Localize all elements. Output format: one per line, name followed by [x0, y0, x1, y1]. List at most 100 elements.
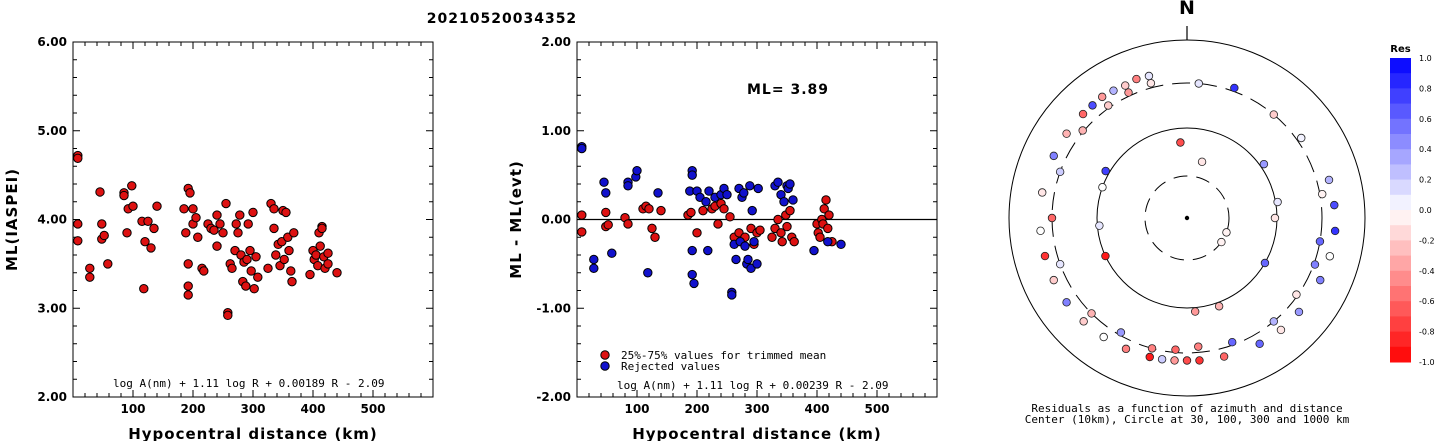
- data-point: [777, 236, 787, 247]
- data-point: [577, 210, 587, 220]
- colorbar-swatch: [1390, 179, 1411, 196]
- data-point: [589, 263, 599, 274]
- data-point: [623, 181, 633, 191]
- data-point: [289, 228, 299, 238]
- residual-colorbar: Res 1.0 0.8 0.6 0.4 0.2 0.0 -0.2 -0.4 -0.6 -0.8 -1.…: [1390, 44, 1435, 367]
- station-residual: [1062, 298, 1071, 307]
- station-residual: [1255, 339, 1264, 349]
- colorbar-swatch: [1390, 194, 1411, 211]
- legend-label: Rejected values: [621, 360, 720, 373]
- data-point: [577, 227, 587, 237]
- x-tick-label: 300: [744, 402, 769, 416]
- station-residual: [1098, 183, 1107, 192]
- data-point: [687, 245, 697, 256]
- data-point: [773, 214, 783, 225]
- colorbar-tick-label: 0.8: [1419, 84, 1432, 93]
- colorbar-swatch: [1390, 134, 1411, 150]
- data-point: [650, 232, 660, 242]
- station-residual: [1097, 92, 1107, 102]
- data-point: [235, 210, 245, 220]
- data-point: [140, 236, 150, 247]
- legend-marker: [600, 350, 610, 360]
- station-residual: [1121, 344, 1131, 354]
- data-point: [284, 245, 294, 256]
- data-point: [752, 259, 762, 269]
- station-residual: [1116, 328, 1126, 337]
- data-point: [179, 204, 189, 214]
- data-point: [149, 223, 159, 234]
- data-point: [789, 236, 799, 247]
- data-point: [311, 250, 321, 260]
- data-point: [281, 207, 291, 218]
- data-point: [698, 205, 708, 216]
- data-point: [185, 188, 195, 198]
- station-residual: [1260, 258, 1270, 268]
- plot-frame: [72, 41, 434, 398]
- station-residual: [1217, 237, 1226, 247]
- colorbar-swatch: [1390, 118, 1411, 135]
- data-point: [599, 177, 609, 187]
- data-point: [788, 195, 798, 205]
- x-tick-label: 200: [180, 402, 205, 416]
- colorbar-swatch: [1390, 301, 1411, 317]
- station-residual: [1078, 109, 1088, 119]
- data-point: [223, 310, 233, 321]
- colorbar-swatch: [1390, 164, 1411, 181]
- data-point: [199, 266, 209, 276]
- station-residual: [1144, 71, 1154, 81]
- data-point: [103, 259, 113, 269]
- x-tick-label: 400: [804, 402, 829, 416]
- y-tick-label: 1.00: [541, 124, 571, 138]
- data-point: [824, 210, 834, 220]
- colorbar-swatch: [1390, 210, 1411, 226]
- x-tick-label: 100: [120, 402, 145, 416]
- data-point: [243, 219, 253, 229]
- data-point: [183, 281, 193, 291]
- data-point: [647, 223, 657, 234]
- station-residual: [1194, 79, 1203, 88]
- data-point: [152, 201, 162, 211]
- data-point: [731, 254, 741, 265]
- data-point: [725, 212, 735, 222]
- y-tick-label: 6.00: [37, 35, 67, 49]
- data-point: [246, 266, 256, 276]
- station-residual: [1088, 101, 1097, 110]
- x-axis-label: Hypocentral distance (km): [632, 425, 882, 441]
- legend-label: 25%-75% values for trimmed mean: [621, 349, 826, 362]
- data-point: [122, 228, 132, 238]
- data-point: [323, 248, 333, 258]
- data-point: [287, 276, 297, 287]
- data-point: [703, 245, 713, 256]
- colorbar-swatch: [1390, 58, 1411, 74]
- station-residual: [1055, 259, 1065, 269]
- data-point: [727, 290, 737, 300]
- colorbar-tick-label: -0.8: [1419, 328, 1435, 337]
- data-point: [692, 228, 702, 238]
- data-point: [231, 219, 241, 229]
- colorbar-swatch: [1390, 270, 1411, 287]
- data-point: [305, 269, 315, 280]
- station-residual: [1124, 88, 1133, 97]
- center-point: [1184, 215, 1190, 221]
- x-tick-label: 400: [300, 402, 325, 416]
- data-point: [183, 259, 193, 269]
- y-axis-label: ML - ML(evt): [507, 160, 525, 278]
- station-residual: [1157, 355, 1167, 364]
- y-tick-label: 3.00: [37, 301, 67, 315]
- data-point: [603, 220, 613, 230]
- data-point: [143, 216, 153, 226]
- data-point: [188, 204, 198, 214]
- station-residual: [1079, 317, 1088, 326]
- data-point: [245, 245, 255, 256]
- data-point: [127, 181, 137, 191]
- data-point: [279, 254, 289, 265]
- station-residual: [1036, 226, 1045, 236]
- data-point: [739, 188, 749, 198]
- station-residual: [1330, 226, 1340, 236]
- y-tick-label: -1.00: [536, 301, 571, 315]
- station-residual: [1176, 138, 1185, 147]
- station-residual: [1171, 345, 1180, 354]
- legend-marker: [600, 361, 610, 371]
- data-point: [269, 223, 279, 234]
- data-point: [323, 259, 333, 269]
